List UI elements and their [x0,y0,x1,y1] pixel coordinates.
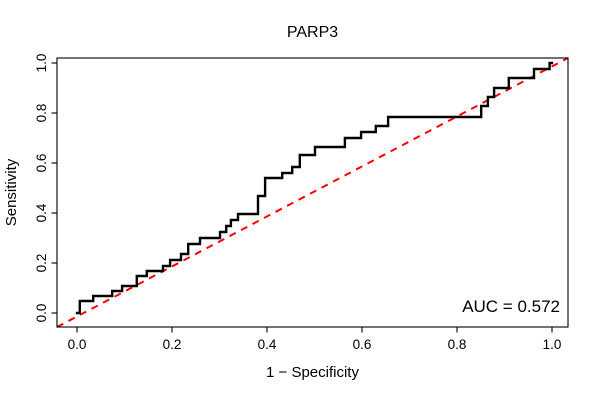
x-axis-ticks: 0.0 0.2 0.4 0.6 0.8 1.0 [68,327,562,352]
x-axis-label: 1 − Specificity [266,364,359,381]
plot-series [56,57,569,328]
auc-annotation: AUC = 0.572 [462,297,560,316]
plot-border [56,57,569,328]
y-tick-label: 0.0 [34,304,49,323]
x-tick-label: 0.6 [353,337,372,352]
y-axis-label: Sensitivity [3,158,20,226]
roc-curve [75,61,554,315]
reference-diagonal-line [56,57,569,328]
y-tick-label: 0.2 [34,254,49,273]
x-tick-label: 0.0 [68,337,87,352]
y-tick-label: 0.8 [34,104,49,123]
y-tick-label: 0.6 [34,154,49,173]
chart-title: PARP3 [287,24,338,41]
y-tick-label: 0.4 [34,203,49,222]
x-tick-label: 1.0 [543,337,562,352]
x-tick-label: 0.4 [258,337,277,352]
x-tick-label: 0.2 [163,337,182,352]
y-axis-ticks: 0.0 0.2 0.4 0.6 0.8 1.0 [34,54,57,323]
x-tick-label: 0.8 [448,337,467,352]
y-tick-label: 1.0 [34,54,49,73]
